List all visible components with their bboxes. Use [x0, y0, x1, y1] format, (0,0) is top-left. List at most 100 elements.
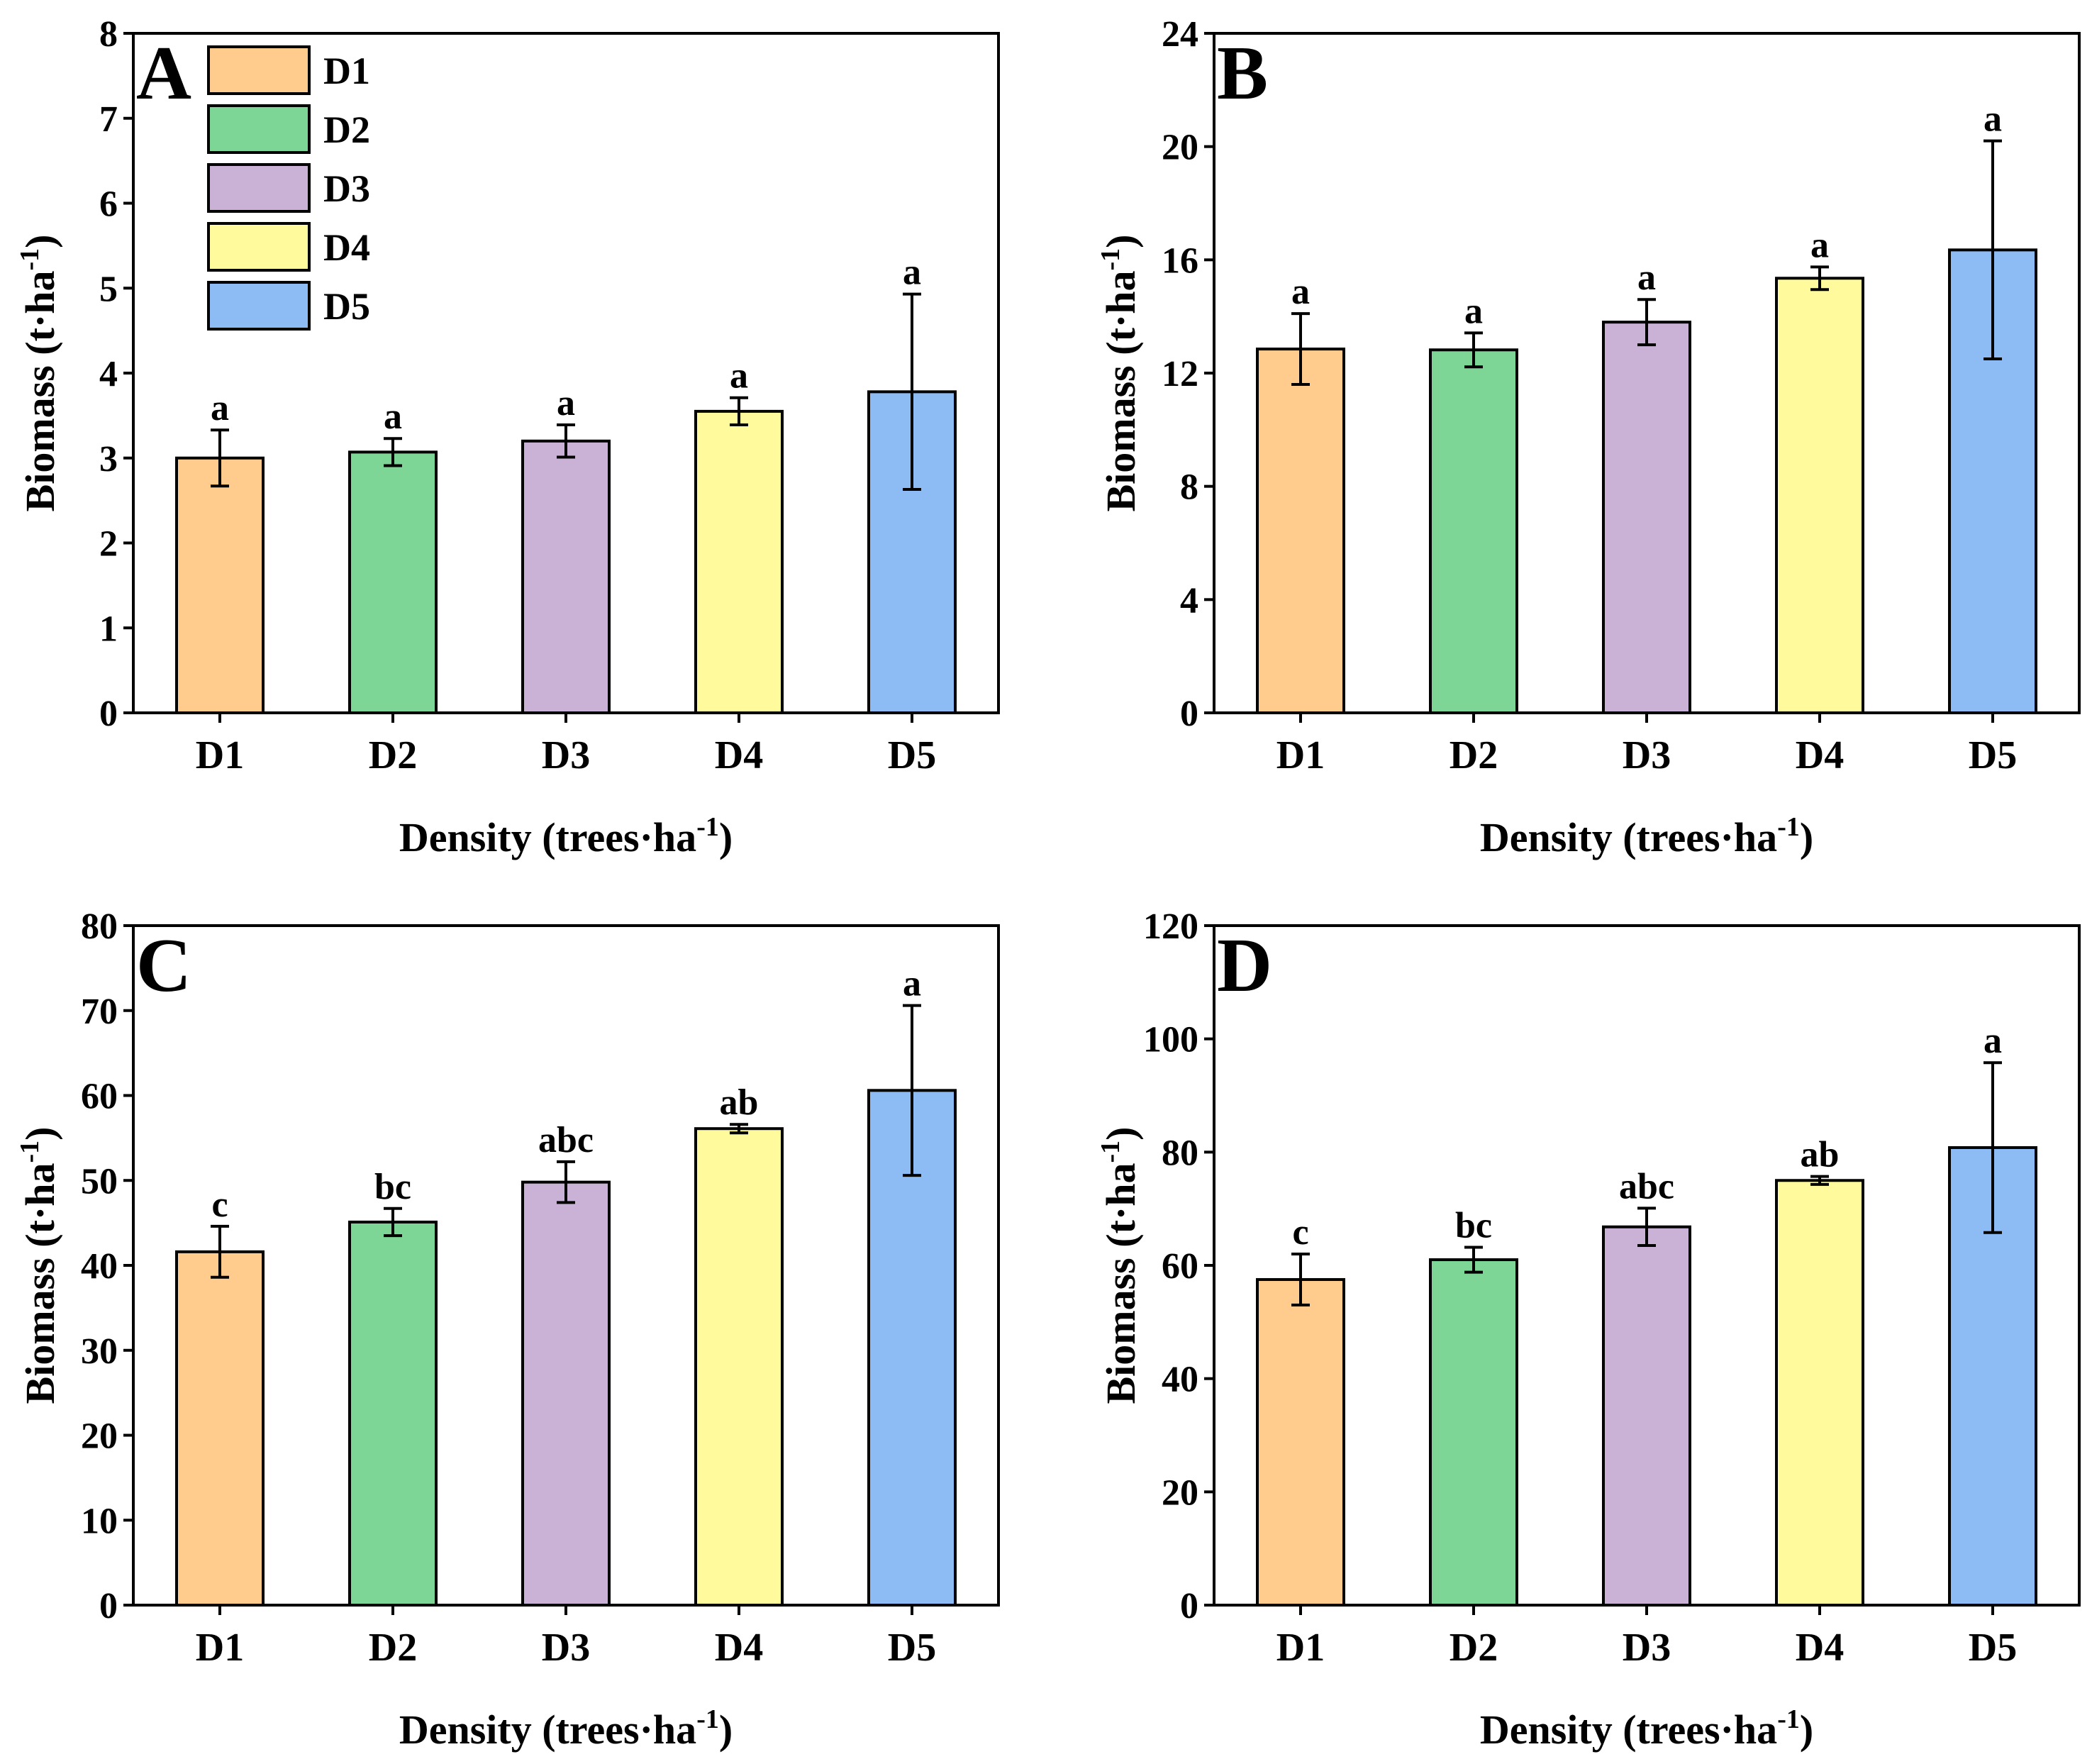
error-bar-d4	[730, 396, 748, 427]
bar-d2	[348, 1220, 438, 1607]
bar-d1	[1256, 1277, 1345, 1607]
y-axis-title: Biomass (t·ha-1)	[1096, 235, 1144, 512]
y-tick-label: 10	[81, 1501, 118, 1541]
significance-label-d2: bc	[1455, 1205, 1492, 1246]
y-tick-label: 4	[99, 354, 118, 394]
x-tick-label-d1: D1	[196, 1626, 244, 1670]
y-axis-title: Biomass (t·ha-1)	[1096, 1127, 1144, 1404]
x-tick-label-d5: D5	[1969, 733, 2017, 777]
error-bar-d3	[557, 423, 575, 459]
error-bar-d4	[1810, 1175, 1829, 1186]
significance-label-d3: abc	[538, 1120, 594, 1160]
legend-item-d4: D4	[207, 222, 370, 272]
bar-d4	[694, 1127, 784, 1607]
error-bar-d5	[1983, 139, 2002, 361]
legend-label: D4	[323, 226, 370, 269]
panel-letter: D	[1217, 923, 1272, 1008]
bar-d2	[348, 450, 438, 714]
chart-panel-a: a D1 a D2 a D3 a D4 a D5 0 1 2 3 4 5 6 7 8 A Density (trees·…	[15, 14, 1000, 860]
x-tick-label-d4: D4	[715, 733, 763, 777]
x-tick-label-d5: D5	[1969, 1626, 2017, 1670]
legend-item-d1: D1	[207, 45, 370, 95]
legend-label: D3	[323, 167, 370, 210]
legend: D1 D2 D3 D4 D5	[207, 45, 370, 331]
legend-label: D5	[323, 285, 370, 328]
bar-d1	[175, 1250, 265, 1607]
y-tick-label: 40	[1162, 1360, 1198, 1400]
y-tick-label: 60	[81, 1077, 118, 1117]
x-axis-title: Density (trees·ha-1)	[1480, 812, 1813, 860]
y-tick-label: 8	[99, 14, 118, 55]
significance-label-d5: a	[1983, 1021, 2002, 1061]
bar-d4	[694, 409, 784, 714]
x-tick-label-d1: D1	[1276, 1626, 1325, 1670]
significance-label-d5: a	[903, 253, 921, 293]
significance-label-d5: a	[903, 964, 921, 1004]
plot-frame	[132, 924, 1000, 1607]
significance-label-d1: a	[211, 388, 229, 428]
significance-label-d4: a	[730, 356, 748, 396]
significance-label-d1: c	[1292, 1212, 1308, 1253]
x-tick-label-d2: D2	[1450, 1626, 1498, 1670]
x-axis-title: Density (trees·ha-1)	[399, 812, 733, 860]
legend-swatch	[207, 222, 311, 272]
significance-label-d3: a	[557, 383, 575, 423]
legend-item-d5: D5	[207, 281, 370, 331]
y-tick-label: 120	[1143, 906, 1198, 947]
legend-label: D2	[323, 109, 370, 151]
y-tick-label: 12	[1162, 354, 1198, 394]
y-tick-label: 20	[1162, 1472, 1198, 1513]
significance-label-d2: a	[384, 396, 402, 437]
error-bar-d5	[1983, 1061, 2002, 1234]
error-bar-d4	[1810, 265, 1829, 292]
error-bar-d5	[903, 1004, 921, 1177]
y-tick-label: 4	[1180, 580, 1198, 621]
x-tick-label-d5: D5	[888, 733, 936, 777]
y-tick-label: 6	[99, 184, 118, 225]
legend-item-d2: D2	[207, 104, 370, 154]
y-tick-label: 30	[81, 1331, 118, 1372]
x-tick-label-d5: D5	[888, 1626, 936, 1670]
error-bar-d3	[1637, 1206, 1656, 1248]
y-tick-label: 16	[1162, 240, 1198, 281]
significance-label-d1: c	[211, 1185, 228, 1225]
error-bar-d2	[1464, 1246, 1483, 1274]
y-tick-label: 0	[99, 694, 118, 734]
bar-d3	[521, 439, 611, 714]
significance-label-d5: a	[1983, 99, 2002, 140]
bar-d1	[1256, 348, 1345, 714]
bar-d2	[1429, 1258, 1518, 1607]
y-tick-label: 0	[1180, 1586, 1198, 1626]
bar-d4	[1775, 277, 1864, 714]
bar-d3	[521, 1180, 611, 1607]
x-tick-label-d1: D1	[1276, 733, 1325, 777]
error-bar-d2	[1464, 331, 1483, 369]
significance-label-d2: a	[1464, 291, 1483, 331]
legend-swatch	[207, 104, 311, 154]
y-axis-title: Biomass (t·ha-1)	[15, 235, 63, 512]
plot-frame	[1213, 32, 2081, 714]
significance-label-d4: a	[1810, 225, 1829, 265]
legend-item-d3: D3	[207, 163, 370, 213]
panel-letter: A	[136, 31, 191, 116]
x-tick-label-d4: D4	[1796, 1626, 1844, 1670]
chart-panel-d: c D1 bc D2 abc D3 ab D4 a D5 0 20 40 60 80 100 120 D Densi…	[1096, 906, 2081, 1753]
legend-swatch	[207, 163, 311, 213]
y-tick-label: 50	[81, 1161, 118, 1202]
error-bar-d5	[903, 292, 921, 492]
bar-d3	[1602, 321, 1691, 714]
x-axis-title: Density (trees·ha-1)	[399, 1704, 733, 1753]
legend-label: D1	[323, 50, 370, 92]
x-tick-label-d4: D4	[1796, 733, 1844, 777]
chart-panel-c: c D1 bc D2 abc D3 ab D4 a D5 0 10 20 30 40 50 60 70 80 C Den…	[15, 906, 1000, 1753]
x-tick-label-d3: D3	[1623, 1626, 1671, 1670]
y-tick-label: 8	[1180, 467, 1198, 508]
y-tick-label: 70	[81, 992, 118, 1032]
legend-swatch	[207, 281, 311, 331]
x-tick-label-d2: D2	[369, 733, 417, 777]
y-tick-label: 24	[1162, 14, 1198, 55]
y-tick-label: 3	[99, 439, 118, 479]
significance-label-d4: ab	[1801, 1135, 1840, 1175]
chart-panel-b: a D1 a D2 a D3 a D4 a D5 0 4 8 12 16 20 24 B Density (tree…	[1096, 14, 2081, 860]
significance-label-d1: a	[1291, 272, 1310, 312]
